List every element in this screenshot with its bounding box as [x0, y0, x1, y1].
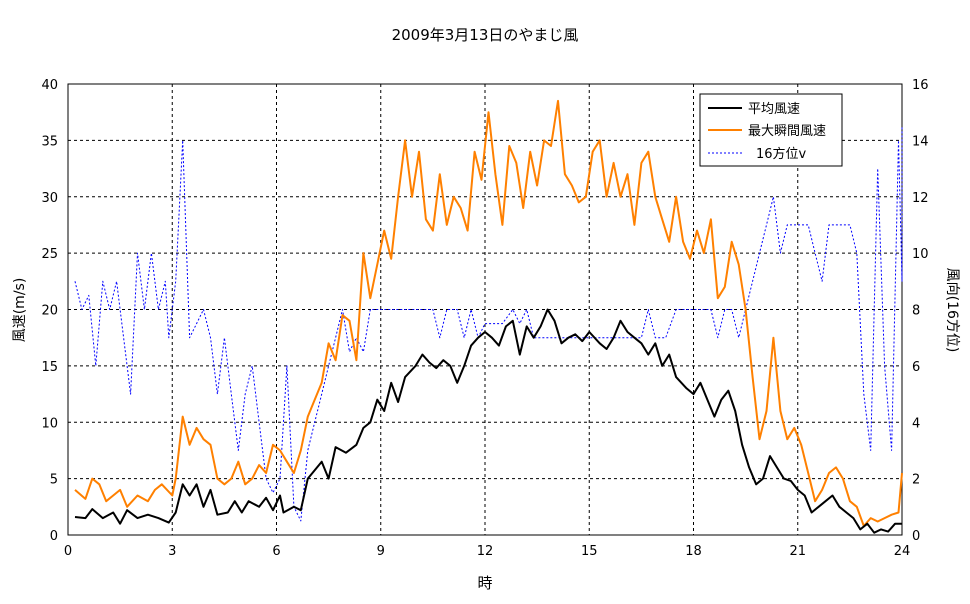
y-right-tick-label: 0	[912, 529, 920, 544]
y-right-tick-label: 6	[912, 360, 920, 375]
y-right-tick-label: 4	[912, 416, 920, 431]
x-tick-label: 0	[64, 544, 72, 559]
y-left-tick-label: 25	[41, 247, 58, 262]
legend-label-avg: 平均風速	[748, 102, 800, 117]
y-right-tick-label: 2	[912, 473, 920, 488]
y-left-tick-label: 40	[41, 78, 58, 93]
x-tick-label: 24	[894, 544, 911, 559]
x-tick-label: 12	[477, 544, 494, 559]
series-line-wind-direction	[74, 126, 903, 522]
legend: 平均風速 最大瞬間風速 16方位v	[699, 93, 843, 167]
series-line-avg-wind	[74, 308, 902, 534]
y-left-tick-label: 35	[41, 134, 58, 149]
y-left-tick-label: 10	[41, 416, 58, 431]
series-line-max-gust	[74, 99, 903, 527]
y-left-tick-label: 0	[50, 529, 58, 544]
x-tick-label: 3	[168, 544, 176, 559]
y-left-tick-label: 30	[41, 191, 58, 206]
y-right-tick-label: 14	[912, 134, 929, 149]
y-right-tick-label: 12	[912, 191, 929, 206]
chart-title: 2009年3月13日のやまじ風	[392, 26, 579, 44]
y-right-tick-label: 16	[912, 78, 929, 93]
y-left-axis-ticks: 0 5 10 15 20 25 30 35 40	[41, 78, 58, 544]
x-tick-label: 18	[685, 544, 702, 559]
x-tick-label: 21	[789, 544, 806, 559]
y-left-axis-label: 風速(m/s)	[12, 278, 28, 343]
y-right-axis-ticks: 0 2 4 6 8 10 12 14 16	[912, 78, 929, 544]
legend-label-max: 最大瞬間風速	[748, 124, 826, 139]
y-left-tick-label: 15	[41, 360, 58, 375]
x-tick-label: 6	[272, 544, 280, 559]
y-right-axis-label: 風向(16方位)	[944, 268, 960, 353]
x-tick-label: 9	[377, 544, 385, 559]
y-right-tick-label: 8	[912, 304, 920, 319]
legend-label-dir: 16方位v	[756, 146, 807, 162]
x-axis-ticks: 0 3 6 9 12 15 18 21 24	[64, 544, 910, 559]
y-left-tick-label: 20	[41, 304, 58, 319]
y-right-tick-label: 10	[912, 247, 929, 262]
series-layer	[74, 99, 903, 534]
y-left-tick-label: 5	[50, 473, 58, 488]
x-tick-label: 15	[581, 544, 598, 559]
x-axis-label: 時	[477, 574, 492, 592]
